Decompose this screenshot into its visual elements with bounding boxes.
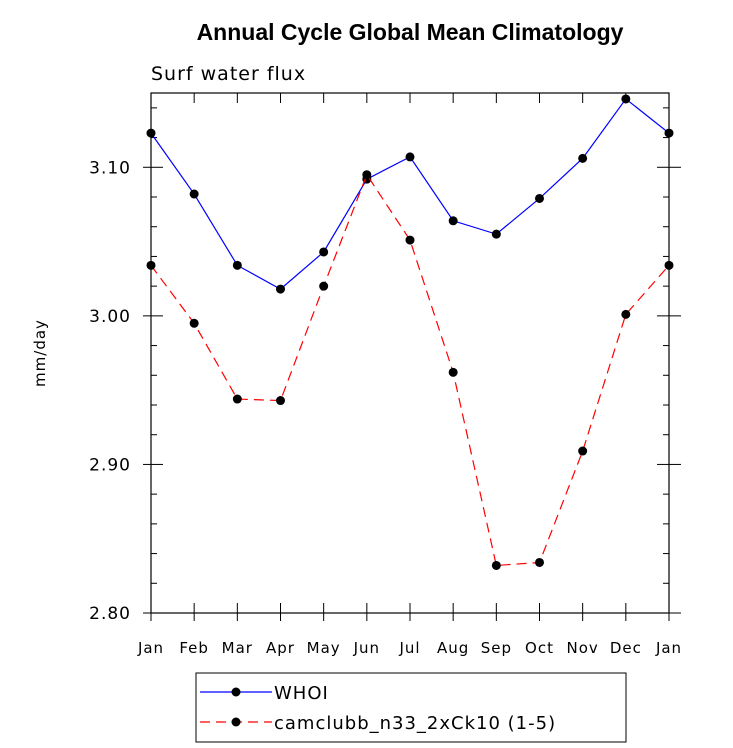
x-tick-label: May	[307, 639, 341, 657]
x-tick-label: Mar	[222, 639, 253, 657]
axis-ticks	[143, 93, 681, 621]
x-tick-label: Nov	[567, 639, 599, 657]
x-tick-label: Apr	[266, 639, 295, 657]
y-tick-label: 3.00	[89, 307, 131, 327]
chart-subtitle: Surf water flux	[151, 63, 306, 85]
data-point	[276, 284, 285, 294]
data-point	[232, 260, 242, 270]
x-tick-label: Feb	[179, 639, 209, 657]
x-tick-label: Jan	[137, 639, 164, 657]
data-point	[491, 560, 501, 570]
x-tick-label: Jan	[655, 639, 682, 657]
legend: WHOI camclubb_n33_2xCk10 (1-5)	[195, 672, 627, 743]
y-tick-label: 2.90	[89, 455, 131, 475]
x-tick-label: Oct	[525, 639, 554, 657]
chart-title: Annual Cycle Global Mean Climatology	[197, 19, 624, 45]
plot-frame	[150, 92, 670, 614]
data-point	[319, 247, 329, 257]
x-axis-tick-labels: Jan Feb Mar Apr May Jun Jul Aug Sep Oct Nov Dec Jan	[137, 639, 682, 657]
x-tick-label: Sep	[481, 639, 512, 657]
x-tick-label: Jul	[398, 639, 420, 657]
data-point	[146, 128, 156, 138]
x-tick-label: Aug	[437, 639, 469, 657]
y-tick-label: 3.10	[89, 158, 131, 178]
y-axis-label: mm/day	[31, 319, 49, 387]
data-point	[535, 193, 544, 203]
data-point	[146, 260, 156, 270]
data-point	[319, 281, 329, 291]
y-tick-label: 2.80	[89, 604, 131, 624]
data-point	[276, 396, 285, 406]
data-point	[621, 309, 631, 319]
data-point	[405, 235, 415, 245]
data-point	[189, 318, 199, 328]
data-point	[535, 557, 544, 567]
data-point	[578, 153, 588, 163]
legend-marker	[231, 687, 241, 697]
y-axis-tick-labels: 2.80 2.90 3.00 3.10	[89, 158, 131, 624]
x-tick-label: Jun	[353, 639, 380, 657]
series-line-0	[150, 98, 670, 290]
legend-label: camclubb_n33_2xCk10 (1-5)	[274, 713, 556, 734]
legend-items: WHOI camclubb_n33_2xCk10 (1-5)	[200, 683, 556, 734]
data-point	[491, 229, 501, 239]
data-point	[448, 216, 458, 226]
data-point	[448, 367, 458, 377]
data-point	[664, 128, 674, 138]
series-line-1	[150, 173, 670, 567]
data-point	[664, 260, 674, 270]
data-point	[578, 446, 588, 456]
x-tick-label: Dec	[610, 639, 642, 657]
data-point	[362, 170, 372, 180]
data-point	[189, 189, 199, 199]
data-point	[405, 152, 415, 162]
legend-label: WHOI	[274, 683, 329, 704]
legend-marker	[231, 717, 241, 727]
data-point	[621, 94, 631, 104]
data-point	[232, 394, 242, 404]
series-layer	[146, 94, 674, 570]
legend-box	[195, 672, 627, 743]
